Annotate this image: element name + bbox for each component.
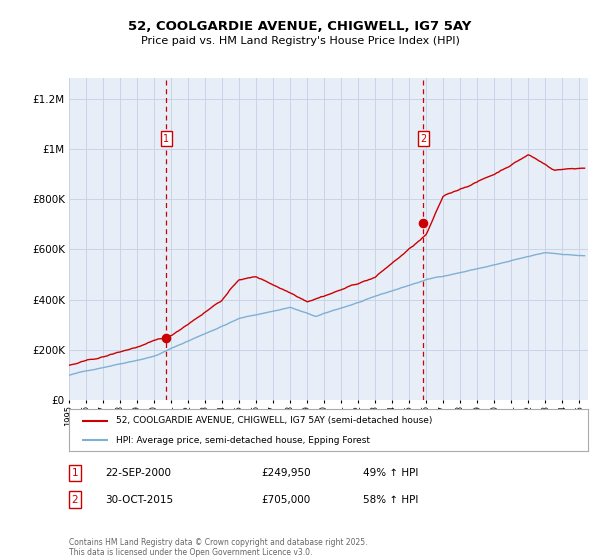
- Text: 22-SEP-2000: 22-SEP-2000: [105, 468, 171, 478]
- Text: 58% ↑ HPI: 58% ↑ HPI: [363, 494, 418, 505]
- Text: HPI: Average price, semi-detached house, Epping Forest: HPI: Average price, semi-detached house,…: [116, 436, 370, 445]
- Text: 30-OCT-2015: 30-OCT-2015: [105, 494, 173, 505]
- Text: 2: 2: [71, 494, 79, 505]
- Text: £249,950: £249,950: [261, 468, 311, 478]
- Text: £705,000: £705,000: [261, 494, 310, 505]
- Text: Price paid vs. HM Land Registry's House Price Index (HPI): Price paid vs. HM Land Registry's House …: [140, 36, 460, 46]
- Point: [419, 218, 428, 227]
- Text: 1: 1: [71, 468, 79, 478]
- Text: Contains HM Land Registry data © Crown copyright and database right 2025.
This d: Contains HM Land Registry data © Crown c…: [69, 538, 367, 557]
- Text: 52, COOLGARDIE AVENUE, CHIGWELL, IG7 5AY: 52, COOLGARDIE AVENUE, CHIGWELL, IG7 5AY: [128, 20, 472, 32]
- Text: 52, COOLGARDIE AVENUE, CHIGWELL, IG7 5AY (semi-detached house): 52, COOLGARDIE AVENUE, CHIGWELL, IG7 5AY…: [116, 416, 432, 425]
- Text: 49% ↑ HPI: 49% ↑ HPI: [363, 468, 418, 478]
- Text: 1: 1: [163, 134, 169, 144]
- Point: [161, 333, 171, 342]
- Text: 2: 2: [421, 134, 427, 144]
